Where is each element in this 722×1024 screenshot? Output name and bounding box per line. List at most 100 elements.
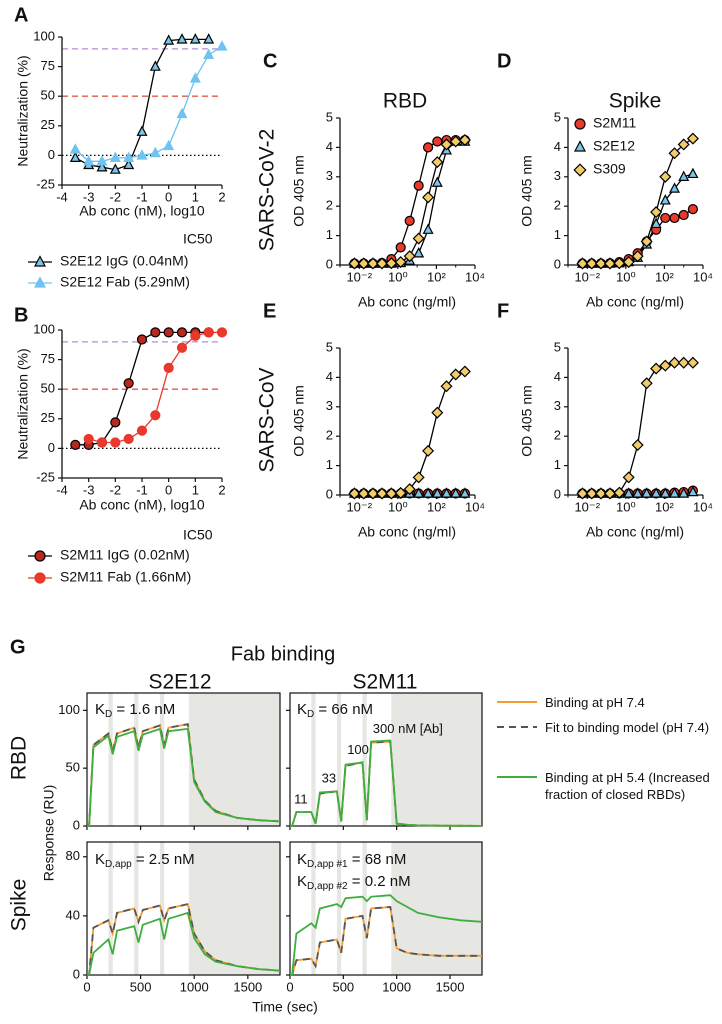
y-tick-label: 0 bbox=[326, 256, 333, 271]
plot-frame bbox=[86, 692, 281, 827]
marker bbox=[585, 257, 598, 270]
kd-subscript: D bbox=[105, 709, 112, 720]
marker bbox=[110, 437, 121, 448]
panel-title: S2E12 bbox=[148, 671, 211, 694]
y-tick-label: 4 bbox=[554, 369, 561, 384]
marker bbox=[34, 255, 46, 267]
marker bbox=[203, 48, 215, 59]
marker bbox=[366, 487, 379, 500]
x-tick-label: 0 bbox=[165, 482, 172, 497]
panel-letter: B bbox=[14, 304, 28, 326]
legend-label: S2M11 bbox=[593, 115, 637, 131]
y-tick-label: 0 bbox=[326, 486, 333, 501]
kd-subscript: D,app #2 bbox=[307, 881, 348, 892]
marker bbox=[403, 250, 416, 263]
shade-band bbox=[311, 693, 316, 826]
series-line bbox=[290, 739, 483, 827]
legend-label: S2E12 Fab (5.29nM) bbox=[60, 274, 190, 290]
marker bbox=[96, 437, 108, 448]
y-tick-label: 75 bbox=[41, 58, 55, 73]
kd-subscript: D bbox=[307, 709, 314, 720]
series-line bbox=[290, 906, 482, 976]
marker bbox=[123, 378, 134, 389]
marker bbox=[687, 204, 699, 215]
marker bbox=[136, 334, 148, 345]
y-axis-label: Response (RU) bbox=[41, 785, 57, 881]
marker bbox=[431, 176, 443, 187]
marker bbox=[669, 212, 680, 224]
y-tick-label: 4 bbox=[326, 369, 333, 384]
x-tick-label: 10² bbox=[655, 499, 674, 514]
panel-letter: A bbox=[14, 4, 28, 26]
marker bbox=[109, 151, 121, 162]
x-axis-label: Ab conc (ng/ml) bbox=[358, 294, 456, 310]
marker bbox=[431, 156, 444, 169]
marker bbox=[678, 209, 689, 221]
marker bbox=[357, 257, 370, 270]
x-tick-label: 1000 bbox=[382, 979, 411, 994]
x-tick-label: -1 bbox=[136, 482, 148, 497]
x-tick-label: 10⁰ bbox=[388, 499, 408, 514]
marker bbox=[348, 257, 361, 270]
marker bbox=[149, 60, 161, 71]
kd-annotation: KD,app #1 = 68 nM bbox=[297, 851, 406, 870]
marker bbox=[136, 125, 148, 136]
x-tick-label: 10² bbox=[655, 269, 674, 284]
concentration-label: 300 nM [Ab] bbox=[373, 721, 443, 736]
marker bbox=[375, 487, 388, 500]
x-tick-label: 10⁴ bbox=[465, 269, 485, 284]
series-line bbox=[582, 362, 693, 495]
marker bbox=[594, 487, 607, 500]
marker bbox=[96, 161, 108, 172]
x-tick-label: 1 bbox=[192, 482, 199, 497]
legend-label: S2M11 Fab (1.66nM) bbox=[60, 569, 191, 585]
legend-label: S309 bbox=[593, 161, 626, 177]
legend-label: S2E12 bbox=[593, 138, 635, 154]
marker bbox=[203, 327, 214, 338]
marker bbox=[576, 487, 589, 500]
kd-symbol: K bbox=[297, 851, 307, 868]
shade-band bbox=[188, 693, 280, 826]
marker bbox=[149, 146, 161, 158]
marker bbox=[641, 487, 653, 498]
marker bbox=[34, 572, 46, 584]
concentration-label: 11 bbox=[294, 792, 308, 807]
marker bbox=[573, 163, 587, 177]
shade-band bbox=[336, 693, 342, 826]
marker bbox=[70, 439, 81, 450]
y-tick-label: 50 bbox=[41, 88, 55, 103]
shade-band bbox=[311, 842, 316, 975]
kd-text: = 66 nM bbox=[314, 701, 373, 718]
marker bbox=[348, 487, 361, 500]
y-tick-label: 1 bbox=[326, 227, 333, 242]
kd-annotation: KD,app = 2.5 nM bbox=[95, 851, 195, 870]
marker bbox=[669, 487, 680, 498]
legend-title: IC50 bbox=[183, 527, 213, 543]
marker bbox=[632, 487, 644, 498]
marker bbox=[576, 257, 589, 270]
marker bbox=[163, 139, 175, 151]
shade-band bbox=[336, 842, 342, 975]
marker bbox=[440, 380, 453, 393]
marker bbox=[176, 327, 188, 338]
x-tick-label: 10⁰ bbox=[616, 269, 636, 284]
marker bbox=[678, 487, 690, 498]
y-axis-label: OD 405 nm bbox=[291, 385, 307, 457]
x-tick-label: 10⁰ bbox=[616, 499, 636, 514]
shade-band bbox=[108, 693, 113, 826]
kd-text: = 2.5 nM bbox=[132, 851, 195, 868]
x-tick-label: 10⁴ bbox=[693, 499, 713, 514]
x-axis-label: Ab conc (nM), log10 bbox=[79, 497, 204, 513]
row-label: RBD bbox=[8, 736, 31, 780]
marker bbox=[385, 487, 398, 500]
marker bbox=[450, 487, 462, 498]
concentration-label: 100 bbox=[347, 742, 369, 757]
marker bbox=[668, 356, 681, 369]
kd-subscript: D,app #1 bbox=[307, 859, 348, 870]
x-tick-label: 500 bbox=[332, 979, 354, 994]
kd-annotation: KD = 1.6 nM bbox=[95, 701, 175, 720]
x-tick-label: 1500 bbox=[233, 979, 262, 994]
y-tick-label: 0 bbox=[48, 147, 55, 162]
